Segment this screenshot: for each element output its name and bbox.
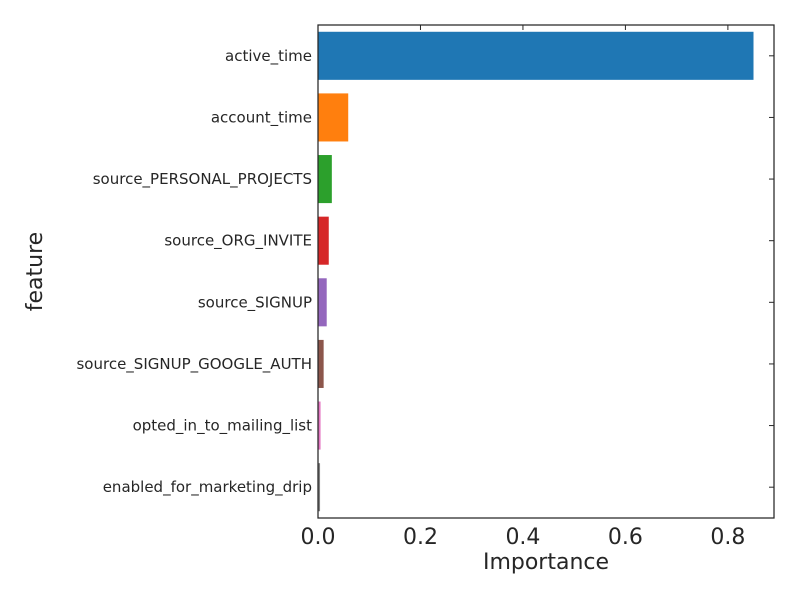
bars-group — [318, 31, 754, 512]
x-tick-label: 0.6 — [608, 525, 643, 550]
y-tick-label: account_time — [211, 108, 312, 127]
plot-frame — [317, 24, 775, 519]
bar-source_PERSONAL_PROJECTS — [318, 155, 332, 204]
y-tick-label: source_PERSONAL_PROJECTS — [93, 170, 312, 189]
y-tick-label: source_SIGNUP_GOOGLE_AUTH — [76, 355, 312, 374]
bar-source_SIGNUP — [318, 278, 327, 327]
x-axis: 0.0 0.2 0.4 0.6 0.8 — [301, 25, 745, 550]
bar-active_time — [318, 31, 754, 80]
x-tick-label: 0.8 — [710, 525, 745, 550]
y-tick-label: active_time — [225, 47, 312, 66]
y-axis: active_time account_time source_PERSONAL_P… — [76, 47, 774, 497]
y-axis-label: feature — [23, 232, 48, 311]
bar-source_SIGNUP_GOOGLE_AUTH — [318, 339, 324, 388]
y-tick-label: source_ORG_INVITE — [164, 232, 312, 251]
y-tick-label: source_SIGNUP — [198, 293, 312, 312]
y-tick-label: opted_in_to_mailing_list — [133, 417, 313, 436]
x-axis-label: Importance — [483, 550, 609, 575]
bar-enabled_for_marketing_drip — [318, 463, 321, 512]
bar-opted_in_to_mailing_list — [318, 401, 321, 450]
y-tick-label: enabled_for_marketing_drip — [103, 478, 312, 497]
bar-source_ORG_INVITE — [318, 216, 329, 265]
x-tick-label: 0.0 — [301, 525, 336, 550]
bar-account_time — [318, 93, 349, 142]
x-tick-label: 0.2 — [403, 525, 438, 550]
x-tick-label: 0.4 — [505, 525, 540, 550]
